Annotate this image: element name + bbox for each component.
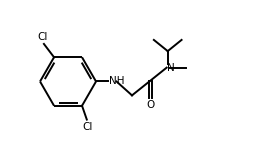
- Text: N: N: [167, 63, 175, 73]
- Text: Cl: Cl: [38, 31, 48, 42]
- Text: NH: NH: [109, 77, 124, 86]
- Text: O: O: [146, 100, 155, 110]
- Text: Cl: Cl: [83, 122, 93, 132]
